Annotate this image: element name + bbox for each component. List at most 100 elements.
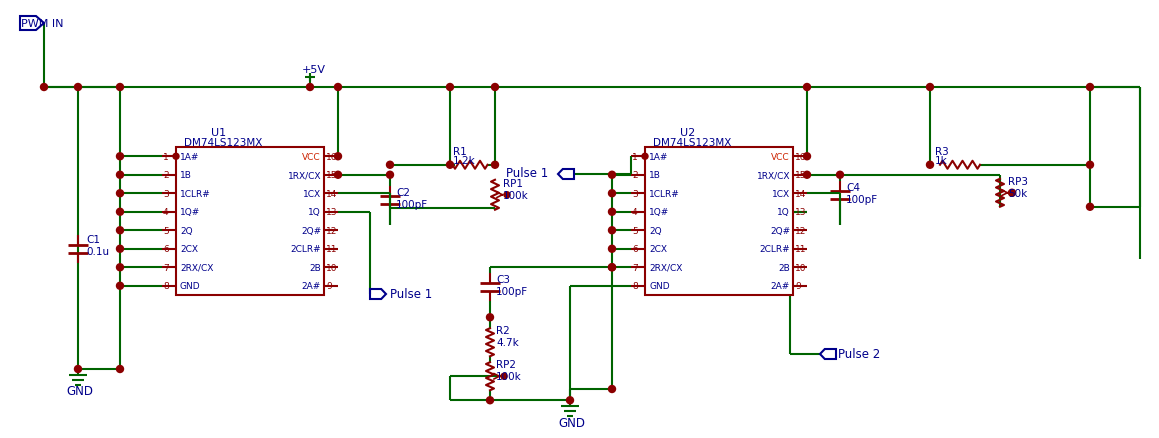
Text: 5: 5: [632, 226, 637, 235]
Text: 3: 3: [163, 189, 169, 198]
Text: 10: 10: [326, 263, 337, 272]
Circle shape: [117, 264, 124, 271]
Circle shape: [117, 172, 124, 179]
Text: 16: 16: [326, 152, 337, 161]
Text: GND: GND: [649, 282, 670, 290]
Circle shape: [1009, 191, 1015, 196]
Text: 1CLR#: 1CLR#: [180, 189, 211, 198]
Text: 11: 11: [326, 245, 337, 254]
Bar: [646, 148, 793, 295]
Text: 2: 2: [632, 171, 637, 180]
Text: 12: 12: [795, 226, 807, 235]
Text: 1CLR#: 1CLR#: [649, 189, 679, 198]
Text: 50k: 50k: [1008, 188, 1027, 198]
Circle shape: [926, 162, 933, 169]
Circle shape: [837, 172, 844, 179]
Text: 3: 3: [632, 189, 637, 198]
Text: 2RX/CX: 2RX/CX: [180, 263, 213, 272]
Circle shape: [335, 153, 342, 160]
Text: 1A#: 1A#: [180, 152, 199, 161]
Text: 6: 6: [163, 245, 169, 254]
Text: Pulse 2: Pulse 2: [838, 348, 880, 360]
Text: 4.7k: 4.7k: [496, 338, 519, 347]
Text: 13: 13: [326, 208, 337, 217]
Circle shape: [335, 84, 342, 91]
Text: 2CX: 2CX: [180, 245, 198, 254]
Bar: [176, 148, 325, 295]
Text: C1: C1: [86, 234, 100, 244]
Text: 100k: 100k: [503, 191, 529, 200]
Text: C2: C2: [396, 187, 410, 197]
Text: 4: 4: [163, 208, 168, 217]
Circle shape: [446, 84, 453, 91]
Text: R3: R3: [935, 146, 949, 156]
Text: 2B: 2B: [309, 263, 321, 272]
Circle shape: [608, 191, 615, 197]
Text: 2: 2: [163, 171, 168, 180]
Text: 10: 10: [795, 263, 807, 272]
Circle shape: [41, 84, 48, 91]
Text: 2B: 2B: [778, 263, 790, 272]
Text: 1Q: 1Q: [308, 208, 321, 217]
Text: DM74LS123MX: DM74LS123MX: [184, 138, 262, 148]
Text: RP2: RP2: [496, 360, 516, 369]
Text: R2: R2: [496, 325, 510, 336]
Text: 15: 15: [326, 171, 337, 180]
Circle shape: [1086, 84, 1093, 91]
Text: 2Q#: 2Q#: [301, 226, 321, 235]
Circle shape: [487, 397, 494, 404]
Text: DM74LS123MX: DM74LS123MX: [653, 138, 731, 148]
Text: Pulse 1: Pulse 1: [389, 288, 432, 301]
Text: R1: R1: [452, 146, 466, 156]
Circle shape: [386, 172, 394, 179]
Text: 2Q: 2Q: [649, 226, 662, 235]
Circle shape: [803, 153, 810, 160]
Text: RP3: RP3: [1008, 177, 1028, 186]
Text: 2CLR#: 2CLR#: [291, 245, 321, 254]
Circle shape: [608, 264, 615, 271]
Text: RP1: RP1: [503, 178, 523, 188]
Text: 14: 14: [326, 189, 337, 198]
Circle shape: [491, 84, 498, 91]
Circle shape: [74, 366, 81, 373]
Circle shape: [608, 209, 615, 216]
Text: 1k: 1k: [935, 155, 948, 166]
Text: 2RX/CX: 2RX/CX: [649, 263, 683, 272]
Circle shape: [117, 191, 124, 197]
Text: 1: 1: [163, 152, 169, 161]
Circle shape: [491, 162, 498, 169]
Circle shape: [926, 84, 933, 91]
Circle shape: [117, 227, 124, 234]
Circle shape: [117, 246, 124, 253]
Text: 0.1u: 0.1u: [86, 247, 109, 256]
Text: Pulse 1: Pulse 1: [506, 167, 548, 180]
Text: 100pF: 100pF: [496, 286, 529, 297]
Text: 8: 8: [163, 282, 169, 290]
Text: 1CX: 1CX: [302, 189, 321, 198]
Circle shape: [803, 84, 810, 91]
Circle shape: [335, 172, 342, 179]
Text: GND: GND: [180, 282, 201, 290]
Text: 1.2k: 1.2k: [452, 155, 475, 166]
Circle shape: [501, 374, 506, 379]
Text: 16: 16: [795, 152, 807, 161]
Text: 4: 4: [632, 208, 637, 217]
Text: 12: 12: [326, 226, 337, 235]
Circle shape: [1008, 190, 1015, 197]
Text: 1RX/CX: 1RX/CX: [287, 171, 321, 180]
Circle shape: [173, 154, 178, 160]
Text: 1A#: 1A#: [649, 152, 669, 161]
Circle shape: [608, 227, 615, 234]
Text: 100pF: 100pF: [846, 194, 879, 204]
Circle shape: [608, 172, 615, 179]
Circle shape: [306, 84, 313, 91]
Text: 15: 15: [795, 171, 807, 180]
Text: 1B: 1B: [180, 171, 192, 180]
Text: 2A#: 2A#: [771, 282, 790, 290]
Text: 6: 6: [632, 245, 637, 254]
Text: C3: C3: [496, 275, 510, 285]
Text: GND: GND: [557, 416, 585, 429]
Circle shape: [487, 314, 494, 321]
Text: GND: GND: [66, 385, 93, 398]
Text: 9: 9: [795, 282, 801, 290]
